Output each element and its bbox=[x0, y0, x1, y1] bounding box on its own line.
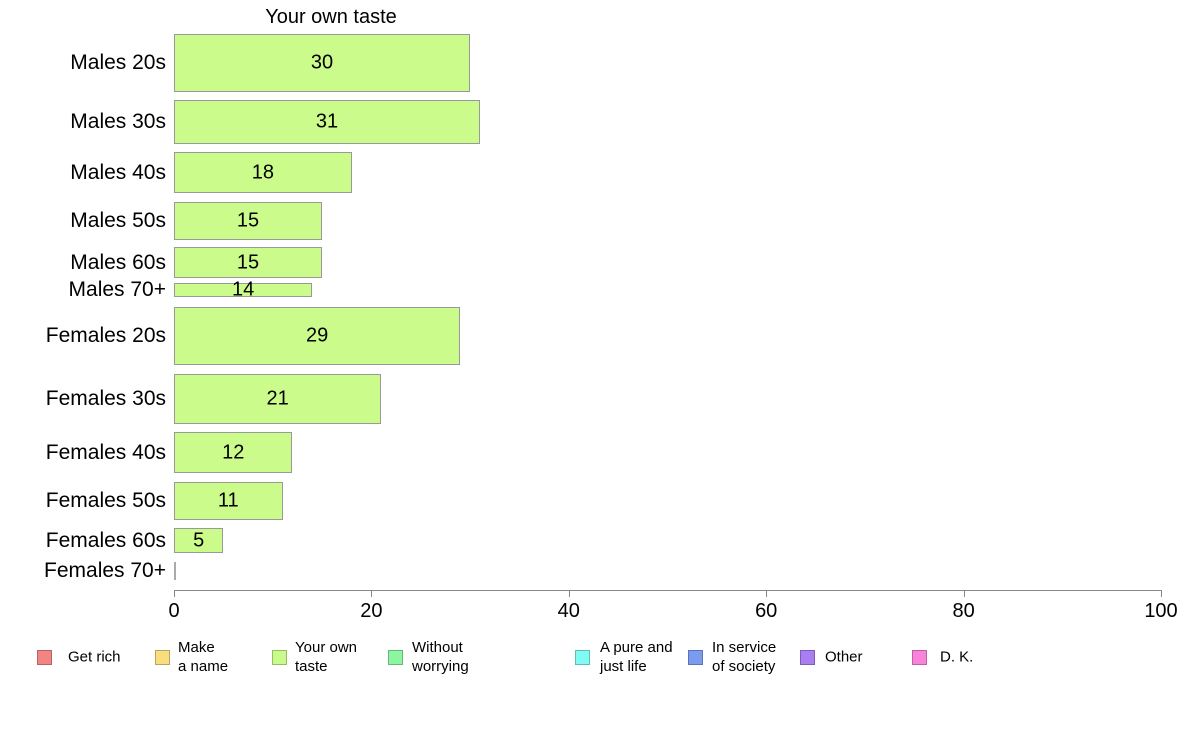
bar bbox=[174, 152, 352, 193]
bar-value-label: 15 bbox=[236, 251, 260, 273]
bar-value-label: 30 bbox=[310, 51, 334, 74]
bar-value-label: 11 bbox=[217, 489, 239, 512]
category-label: Females 20s bbox=[45, 324, 166, 347]
x-axis-tick bbox=[766, 590, 768, 597]
bar bbox=[174, 100, 480, 144]
bar-value-label: 5 bbox=[193, 529, 205, 551]
x-axis-tick-label: 80 bbox=[952, 600, 975, 622]
category-label: Males 50s bbox=[70, 209, 166, 232]
legend-swatch bbox=[800, 650, 815, 665]
legend-label: Without worrying bbox=[412, 639, 469, 675]
bar-value-label: 14 bbox=[231, 278, 255, 301]
category-label: Males 70+ bbox=[68, 278, 166, 301]
bar bbox=[174, 247, 323, 278]
legend-swatch bbox=[912, 650, 927, 665]
legend-label: Your own taste bbox=[295, 639, 357, 675]
x-axis-tick-label: 100 bbox=[1144, 600, 1178, 622]
legend-label: D. K. bbox=[940, 648, 974, 666]
x-axis-tick-label: 60 bbox=[755, 600, 778, 622]
bar-value-label: 21 bbox=[266, 387, 289, 410]
legend-label: Make a name bbox=[178, 639, 229, 675]
legend-swatch bbox=[155, 650, 170, 665]
bar bbox=[174, 482, 283, 520]
legend-swatch bbox=[388, 650, 403, 665]
legend-label: Get rich bbox=[68, 648, 121, 666]
bar-value-label: 31 bbox=[315, 110, 339, 133]
legend-swatch bbox=[37, 650, 52, 665]
bar bbox=[174, 528, 224, 553]
chart-title: Your own taste bbox=[265, 6, 397, 28]
x-axis-tick bbox=[963, 590, 965, 597]
legend-swatch bbox=[272, 650, 287, 665]
bar-value-label: 29 bbox=[305, 324, 329, 347]
x-axis-line bbox=[174, 590, 1161, 591]
legend-label: In service of society bbox=[712, 639, 777, 675]
category-label: Females 70+ bbox=[44, 559, 166, 582]
category-label: Males 40s bbox=[70, 160, 166, 184]
x-axis-tick bbox=[568, 590, 570, 597]
category-label: Males 60s bbox=[70, 250, 166, 274]
bar-value-label: 18 bbox=[251, 161, 274, 183]
bar bbox=[174, 283, 313, 297]
bar bbox=[174, 34, 471, 92]
bar bbox=[174, 374, 382, 424]
bar bbox=[174, 202, 323, 240]
legend-label: A pure and just life bbox=[600, 639, 673, 675]
legend-swatch bbox=[688, 650, 703, 665]
x-axis-tick-label: 0 bbox=[168, 600, 180, 622]
legend-swatch bbox=[575, 650, 590, 665]
category-label: Females 30s bbox=[45, 387, 166, 410]
bar-value-label: 12 bbox=[222, 441, 245, 463]
x-axis-tick-label: 20 bbox=[360, 600, 383, 622]
bar bbox=[174, 307, 461, 365]
bar-value-label: 15 bbox=[236, 209, 260, 232]
x-axis-tick bbox=[174, 590, 175, 597]
bar bbox=[174, 432, 293, 473]
legend-label: Other bbox=[825, 648, 863, 666]
x-axis-tick bbox=[371, 590, 373, 597]
category-label: Males 30s bbox=[70, 110, 166, 133]
category-label: Females 60s bbox=[45, 528, 166, 552]
x-axis-tick-label: 40 bbox=[557, 600, 580, 622]
category-label: Females 40s bbox=[45, 440, 166, 464]
category-label: Females 50s bbox=[45, 489, 166, 512]
x-axis-tick bbox=[1161, 590, 1162, 597]
category-label: Males 20s bbox=[70, 51, 166, 74]
bar bbox=[174, 562, 176, 580]
